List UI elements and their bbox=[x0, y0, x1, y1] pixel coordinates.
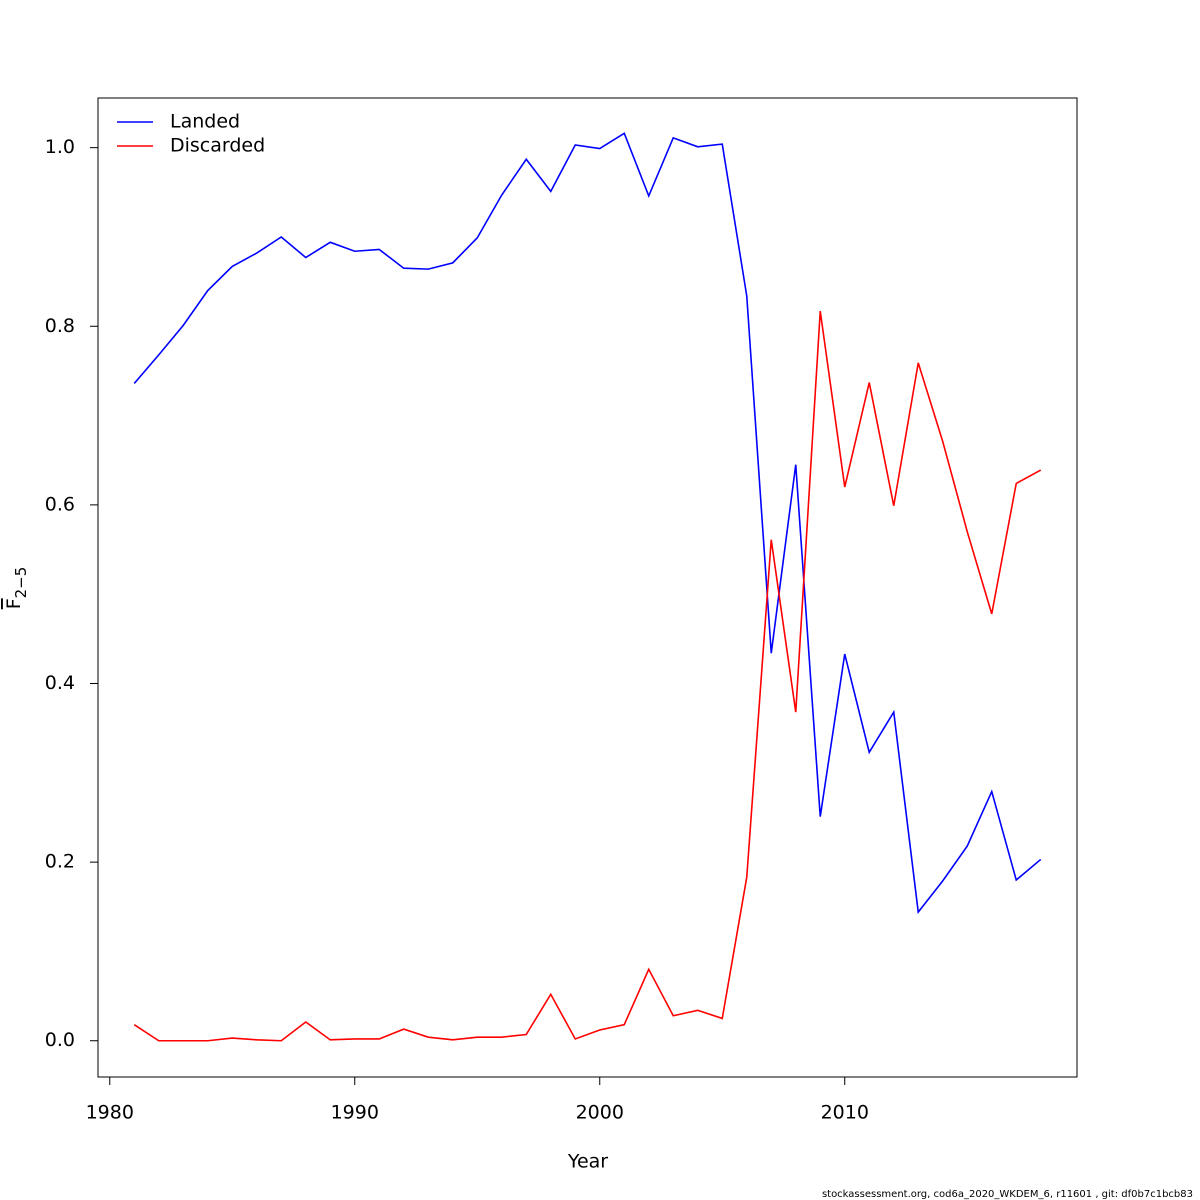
plot-frame bbox=[97, 97, 1078, 1078]
y-axis-label-group: F2−5 bbox=[3, 567, 30, 610]
x-axis-label: Year bbox=[567, 1151, 608, 1173]
x-tick-label: 1990 bbox=[331, 1102, 379, 1124]
y-tick-label: 0.0 bbox=[45, 1029, 75, 1051]
legend-label: Landed bbox=[170, 111, 240, 133]
y-tick-label: 0.2 bbox=[45, 851, 75, 873]
footer: stockassessment.org, cod6a_2020_WKDEM_6,… bbox=[822, 1189, 1193, 1200]
x-tick-label: 1980 bbox=[86, 1102, 134, 1124]
x-tick-label: 2010 bbox=[821, 1102, 869, 1124]
y-tick-label: 0.4 bbox=[45, 672, 75, 694]
y-axis-label-sub: 2−5 bbox=[12, 567, 30, 599]
y-tick-label: 0.6 bbox=[45, 493, 75, 515]
y-axis-label-main: F bbox=[3, 598, 25, 609]
y-tick-label: 1.0 bbox=[45, 136, 75, 158]
legend-label: Discarded bbox=[170, 135, 265, 157]
y-tick-label: 0.8 bbox=[45, 315, 75, 337]
y-axis-label: F2−5 bbox=[3, 567, 30, 610]
x-tick-label: 2000 bbox=[576, 1102, 624, 1124]
series-line bbox=[133, 132, 1042, 915]
series-line bbox=[133, 310, 1042, 1042]
